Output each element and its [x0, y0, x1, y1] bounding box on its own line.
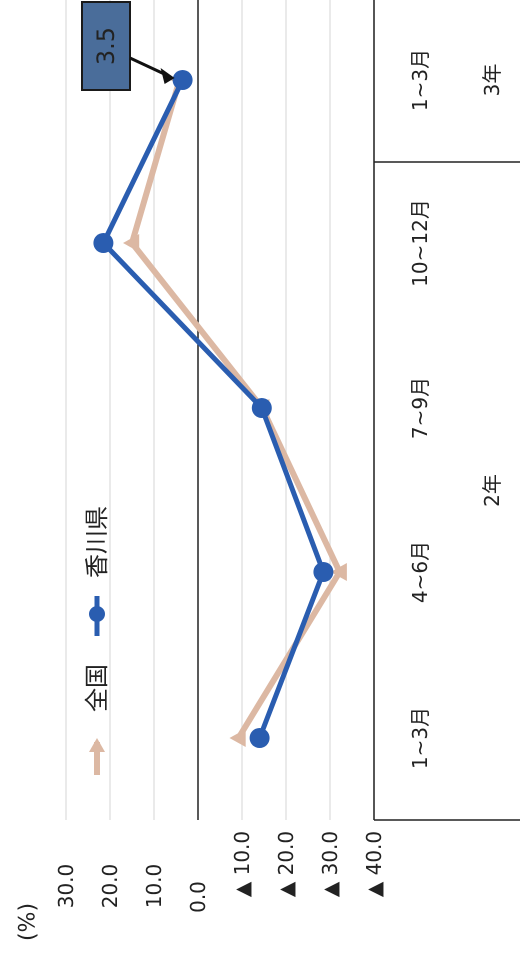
- annotation-box: [81, 1, 131, 91]
- value-tick-label: ▲ 30.0: [318, 831, 342, 897]
- category-label: 1~3月: [408, 49, 432, 111]
- value-tick-label: 30.0: [54, 864, 78, 909]
- annotation-label: 3.5: [92, 27, 120, 65]
- data-point: [229, 729, 246, 747]
- data-point: [249, 728, 270, 748]
- legend-marker-1: [89, 606, 105, 622]
- unit-label: (%): [16, 903, 41, 941]
- value-tick-label: 20.0: [98, 864, 122, 909]
- value-tick-label: ▲ 20.0: [274, 831, 298, 897]
- value-tick-label: ▲ 40.0: [362, 831, 386, 897]
- category-label: 7~9月: [408, 377, 432, 439]
- category-label: 4~6月: [408, 541, 432, 603]
- series-line-0: [129, 77, 343, 741]
- data-point: [251, 398, 272, 418]
- legend-label-0: 全国: [83, 664, 111, 712]
- series-line-1: [100, 77, 326, 741]
- value-tick-label: ▲ 10.0: [230, 831, 254, 897]
- data-point: [330, 563, 347, 581]
- data-point: [313, 562, 334, 582]
- year-label: 2年: [480, 474, 504, 507]
- value-tick-label: 10.0: [142, 864, 166, 909]
- category-label: 1~3月: [408, 707, 432, 769]
- data-point: [123, 234, 140, 252]
- category-label: 10~12月: [408, 199, 432, 287]
- data-point: [93, 233, 114, 253]
- legend-label-1: 香川県: [83, 506, 111, 578]
- year-label: 3年: [480, 64, 504, 97]
- legend-marker-0: [89, 738, 105, 752]
- annotation-arrowhead: [160, 68, 175, 84]
- data-point: [172, 70, 193, 90]
- value-tick-label: 0.0: [186, 881, 210, 913]
